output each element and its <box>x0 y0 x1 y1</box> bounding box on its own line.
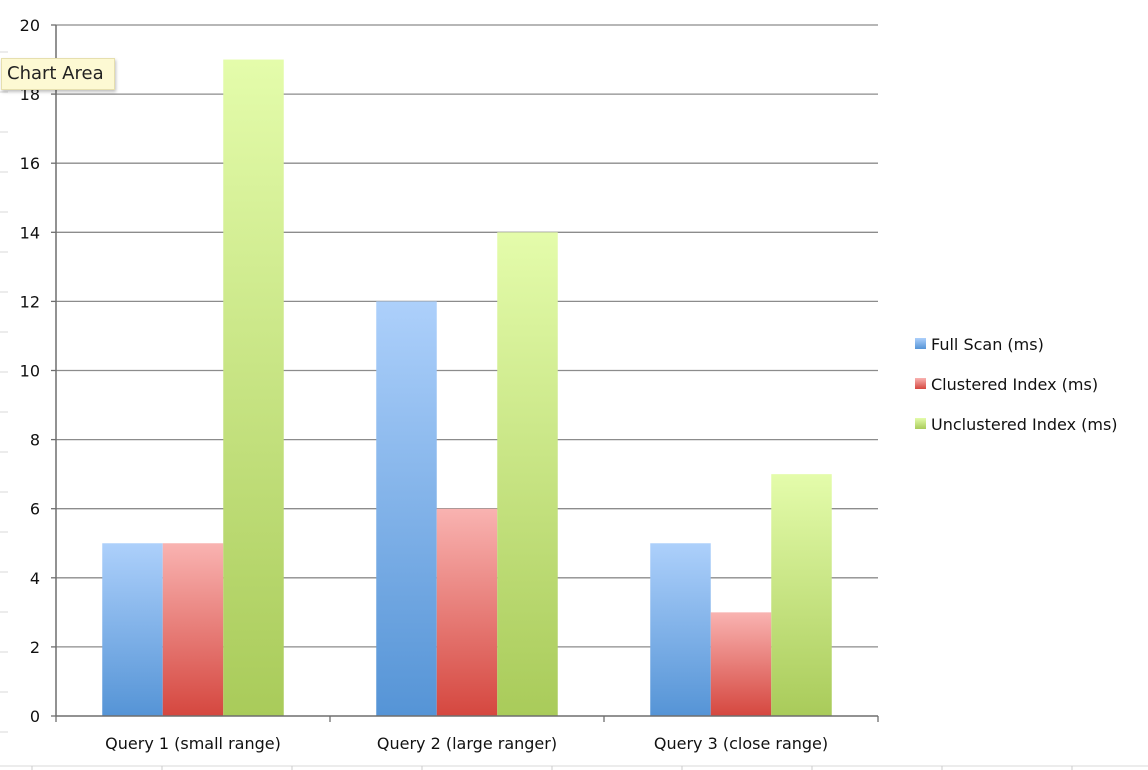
x-axis-categories: Query 1 (small range) Query 2 (large rang… <box>105 734 828 753</box>
axes <box>51 24 879 722</box>
y-tick-label: 14 <box>20 223 40 242</box>
y-tick-label: 16 <box>20 154 40 173</box>
bar-clustered-query-3[interactable] <box>710 612 772 716</box>
y-tick-label: 0 <box>30 707 40 726</box>
chart-area-tooltip: Chart Area <box>1 58 115 90</box>
spreadsheet-grid-lines <box>0 51 1148 770</box>
x-category-label: Query 3 (close range) <box>654 734 828 753</box>
bars <box>102 59 832 717</box>
bar-clustered-query-2[interactable] <box>436 508 498 716</box>
bar-unclustered-query-3[interactable] <box>771 474 832 716</box>
y-tick-label: 4 <box>30 569 40 588</box>
y-tick-label: 6 <box>30 500 40 519</box>
legend-item-full-scan[interactable]: Full Scan (ms) <box>915 335 1044 354</box>
x-category-label: Query 1 (small range) <box>105 734 281 753</box>
bar-unclustered-query-1[interactable] <box>223 59 284 717</box>
y-tick-label: 20 <box>20 16 40 35</box>
bar-full-scan-query-1[interactable] <box>102 543 163 716</box>
legend-item-unclustered[interactable]: Unclustered Index (ms) <box>915 415 1118 434</box>
legend-label: Clustered Index (ms) <box>931 375 1098 394</box>
legend-label: Unclustered Index (ms) <box>931 415 1118 434</box>
y-tick-label: 8 <box>30 431 40 450</box>
legend-label: Full Scan (ms) <box>931 335 1044 354</box>
legend-swatch <box>915 378 926 389</box>
x-category-label: Query 2 (large ranger) <box>377 734 557 753</box>
legend-item-clustered[interactable]: Clustered Index (ms) <box>915 375 1098 394</box>
bar-unclustered-query-2[interactable] <box>497 232 558 717</box>
legend-swatch <box>915 418 926 429</box>
y-tick-label: 12 <box>20 292 40 311</box>
legend[interactable]: Full Scan (ms) Clustered Index (ms) Unclus… <box>915 335 1118 434</box>
bar-full-scan-query-3[interactable] <box>650 543 711 716</box>
bar-clustered-query-1[interactable] <box>162 543 224 716</box>
legend-swatch <box>915 338 926 349</box>
y-tick-label: 2 <box>30 638 40 657</box>
bar-full-scan-query-2[interactable] <box>376 301 437 716</box>
y-tick-label: 10 <box>20 362 40 381</box>
